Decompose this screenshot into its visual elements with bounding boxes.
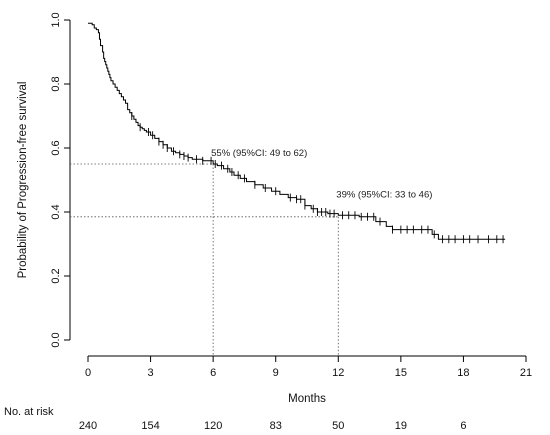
x-tick-label: 6 bbox=[210, 367, 216, 379]
x-tick-label: 21 bbox=[520, 367, 532, 379]
risk-count: 240 bbox=[79, 420, 97, 432]
x-tick-label: 9 bbox=[273, 367, 279, 379]
x-axis-title: Months bbox=[288, 393, 326, 405]
risk-table-label: No. at risk bbox=[4, 406, 54, 418]
risk-table-values: 240 154 120 83 50 19 6 bbox=[79, 420, 467, 432]
censor-marks bbox=[131, 112, 504, 244]
y-tick-label: 0.8 bbox=[50, 76, 62, 91]
x-axis-ticks: 0 3 6 9 12 15 18 21 bbox=[85, 356, 532, 379]
plot-frame bbox=[69, 20, 526, 357]
risk-count: 154 bbox=[141, 420, 159, 432]
risk-count: 19 bbox=[395, 420, 407, 432]
x-tick-label: 0 bbox=[85, 367, 91, 379]
risk-count: 6 bbox=[460, 420, 466, 432]
y-tick-label: 0.6 bbox=[50, 140, 62, 155]
y-axis-title: Probability of Progression-free survival bbox=[17, 82, 29, 279]
x-tick-label: 3 bbox=[148, 367, 154, 379]
x-tick-label: 15 bbox=[395, 367, 407, 379]
y-axis-ticks: 0.0 0.2 0.4 0.6 0.8 1.0 bbox=[50, 12, 70, 348]
risk-count: 120 bbox=[204, 420, 222, 432]
risk-count: 50 bbox=[332, 420, 344, 432]
reference-lines bbox=[70, 163, 339, 356]
annotations: 55% (95%CI: 49 to 62) 39% (95%CI: 33 to 4… bbox=[211, 148, 432, 201]
x-tick-label: 18 bbox=[457, 367, 469, 379]
annotation-label: 55% (95%CI: 49 to 62) bbox=[211, 148, 307, 159]
y-tick-label: 0.0 bbox=[50, 332, 62, 347]
y-tick-label: 0.4 bbox=[50, 204, 62, 219]
survival-curve bbox=[88, 22, 506, 240]
annotation-label: 39% (95%CI: 33 to 46) bbox=[336, 190, 432, 201]
y-tick-label: 0.2 bbox=[50, 268, 62, 283]
y-tick-label: 1.0 bbox=[50, 12, 62, 27]
risk-count: 83 bbox=[270, 420, 282, 432]
x-tick-label: 12 bbox=[332, 367, 344, 379]
